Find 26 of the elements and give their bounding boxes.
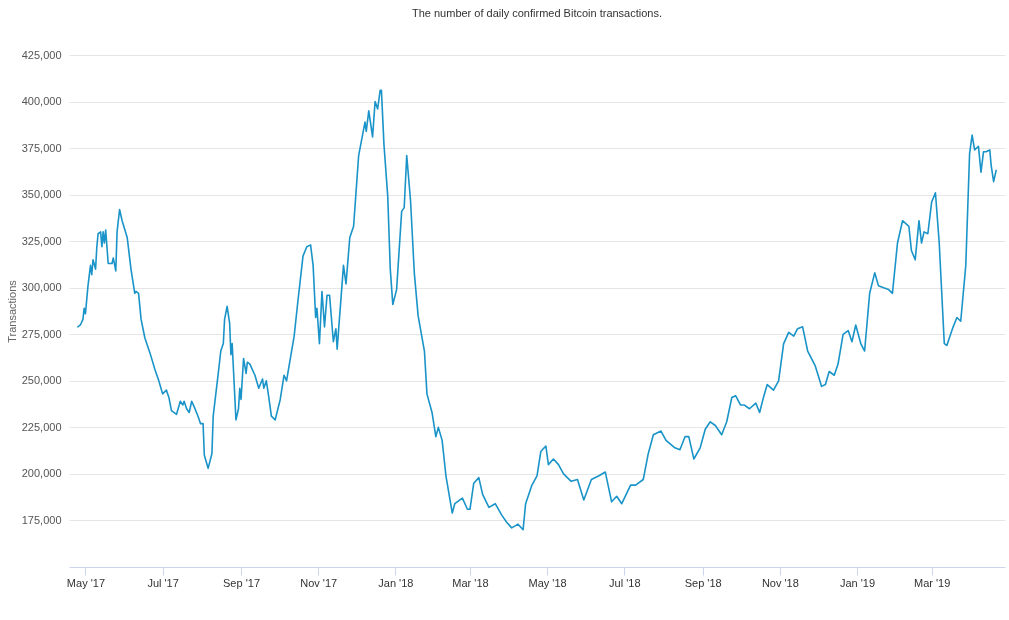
x-tick-label: Jan '18 bbox=[378, 576, 414, 589]
y-tick-label: 300,000 bbox=[21, 281, 62, 294]
y-tick-label: 250,000 bbox=[21, 374, 62, 387]
x-tick-label: Jan '19 bbox=[839, 576, 876, 589]
x-tick-label: Sep '18 bbox=[684, 576, 722, 589]
y-tick-label: 350,000 bbox=[21, 188, 62, 201]
y-tick-label: 175,000 bbox=[21, 513, 62, 526]
y-tick-label: 225,000 bbox=[21, 420, 62, 433]
y-tick-label: 275,000 bbox=[21, 327, 62, 340]
x-tick-label: May '18 bbox=[528, 576, 567, 589]
y-tick-label: 400,000 bbox=[21, 95, 62, 108]
y-tick-label: 200,000 bbox=[21, 467, 62, 480]
y-tick-label: 425,000 bbox=[21, 48, 62, 61]
x-tick-label: Mar '18 bbox=[452, 576, 489, 589]
x-tick-label: Jul '17 bbox=[147, 576, 179, 589]
x-tick-label: Jul '18 bbox=[609, 576, 641, 589]
chart-title: The number of daily confirmed Bitcoin transactions. bbox=[411, 7, 663, 19]
y-tick-label: 375,000 bbox=[21, 141, 62, 154]
x-tick-label: Sep '17 bbox=[223, 576, 261, 589]
x-tick-label: Nov '17 bbox=[300, 576, 338, 589]
line-series bbox=[77, 89, 997, 531]
y-axis-title: Transactions bbox=[5, 279, 18, 343]
x-tick-label: Nov '18 bbox=[761, 576, 799, 589]
y-tick-label: 325,000 bbox=[21, 234, 62, 247]
x-tick-label: Mar '19 bbox=[913, 576, 951, 589]
x-tick-label: May '17 bbox=[66, 576, 106, 589]
